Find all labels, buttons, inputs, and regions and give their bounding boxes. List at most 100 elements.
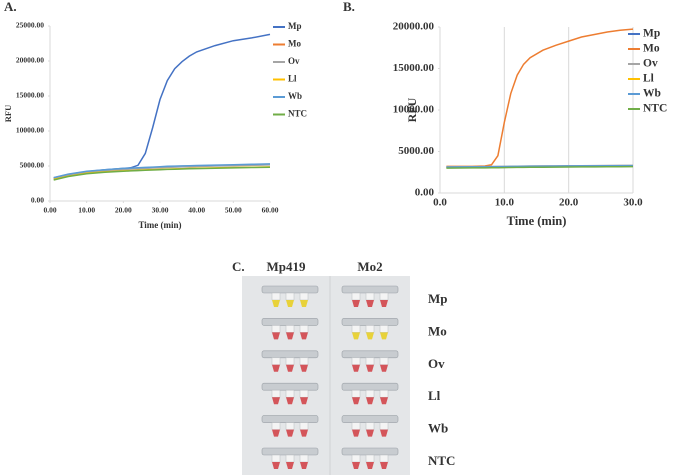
tube bbox=[351, 389, 361, 398]
tube-liquid bbox=[286, 364, 294, 372]
tube bbox=[271, 292, 281, 301]
tube-strip bbox=[341, 350, 399, 359]
row-label: Mp bbox=[428, 291, 448, 306]
tube bbox=[271, 357, 281, 366]
tube-strip bbox=[341, 382, 399, 391]
tube bbox=[299, 422, 309, 430]
x-tick-label: 20.0 bbox=[559, 197, 579, 209]
y-tick-label: 5000.00 bbox=[20, 161, 45, 170]
y-tick-label: 15000.00 bbox=[16, 91, 44, 100]
tube-strip bbox=[261, 415, 319, 423]
tube bbox=[285, 454, 295, 463]
tube-liquid bbox=[300, 429, 308, 437]
y-tick-label: 20000.00 bbox=[393, 21, 435, 33]
legend-label: Mo bbox=[643, 43, 660, 55]
tube bbox=[299, 325, 309, 333]
tube bbox=[299, 292, 309, 301]
x-tick-label: 60.00 bbox=[262, 206, 279, 215]
tube bbox=[365, 454, 375, 463]
tube bbox=[351, 325, 361, 333]
column-label: Mo2 bbox=[357, 259, 382, 274]
tube-liquid bbox=[380, 300, 388, 307]
tube bbox=[351, 357, 361, 366]
tube-liquid bbox=[272, 364, 280, 372]
y-tick-label: 10000.00 bbox=[16, 126, 44, 135]
row-label: Ll bbox=[428, 388, 441, 403]
legend-label: Mo bbox=[288, 39, 301, 49]
legend-label: Mp bbox=[643, 28, 660, 40]
y-tick-label: 10000.00 bbox=[393, 104, 435, 116]
tube-liquid bbox=[380, 397, 388, 405]
tube-liquid bbox=[380, 462, 388, 469]
y-axis-label: RFU bbox=[405, 97, 419, 122]
tube bbox=[365, 325, 375, 333]
tube-liquid bbox=[366, 364, 374, 372]
legend-label: Wb bbox=[288, 91, 302, 101]
tube bbox=[351, 422, 361, 430]
legend-label: Ov bbox=[288, 56, 300, 66]
x-tick-label: 20.00 bbox=[115, 206, 132, 215]
x-tick-label: 50.00 bbox=[225, 206, 242, 215]
tube-liquid bbox=[286, 397, 294, 405]
x-tick-label: 0.00 bbox=[43, 206, 56, 215]
tube bbox=[351, 292, 361, 301]
tube bbox=[285, 422, 295, 430]
x-axis-label: Time (min) bbox=[138, 220, 181, 230]
row-label: Wb bbox=[428, 421, 448, 436]
y-tick-label: 0.00 bbox=[31, 196, 44, 205]
tube-strip bbox=[261, 318, 319, 326]
tube bbox=[285, 357, 295, 366]
column-label: Mp419 bbox=[267, 259, 307, 274]
tube-strip bbox=[261, 285, 319, 294]
tube-strip bbox=[341, 285, 399, 294]
tube-liquid bbox=[366, 332, 374, 340]
tube bbox=[379, 325, 389, 333]
tube bbox=[271, 389, 281, 398]
series-line bbox=[446, 164, 634, 168]
x-tick-label: 0.0 bbox=[433, 197, 447, 209]
tube-liquid bbox=[380, 364, 388, 372]
tube-liquid bbox=[300, 397, 308, 405]
tube-liquid bbox=[286, 462, 294, 469]
legend-label: Ll bbox=[643, 73, 654, 85]
series-line bbox=[446, 165, 634, 169]
tube bbox=[379, 292, 389, 301]
tube-liquid bbox=[352, 397, 360, 405]
tube-liquid bbox=[366, 462, 374, 469]
tube-liquid bbox=[272, 397, 280, 405]
photo-background bbox=[242, 276, 410, 475]
tube bbox=[351, 454, 361, 463]
tube-liquid bbox=[286, 429, 294, 437]
tube-liquid bbox=[352, 332, 360, 340]
tube-strip bbox=[261, 447, 319, 456]
row-label: Mo bbox=[428, 323, 447, 338]
tube-liquid bbox=[272, 332, 280, 340]
tube-liquid bbox=[352, 429, 360, 437]
tube-liquid bbox=[300, 300, 308, 307]
y-tick-label: 20000.00 bbox=[16, 56, 44, 65]
tube-liquid bbox=[352, 364, 360, 372]
tube-liquid bbox=[286, 332, 294, 340]
tube bbox=[285, 292, 295, 301]
tube-strip bbox=[341, 415, 399, 423]
tube bbox=[299, 389, 309, 398]
tube bbox=[379, 454, 389, 463]
tube-liquid bbox=[380, 429, 388, 437]
tube bbox=[365, 357, 375, 366]
legend-label: NTC bbox=[643, 103, 667, 115]
tube-liquid bbox=[272, 300, 280, 307]
tube-liquid bbox=[272, 462, 280, 469]
panel-label: A. bbox=[4, 0, 17, 14]
tube-strip bbox=[261, 350, 319, 359]
tube-liquid bbox=[366, 429, 374, 437]
row-label: NTC bbox=[428, 453, 455, 468]
x-axis-label: Time (min) bbox=[507, 214, 567, 228]
tube bbox=[285, 389, 295, 398]
tube bbox=[379, 357, 389, 366]
panel-label: B. bbox=[343, 0, 355, 14]
legend-label: Ll bbox=[288, 74, 297, 84]
tube bbox=[299, 357, 309, 366]
tube-strip bbox=[341, 447, 399, 456]
x-tick-label: 40.00 bbox=[188, 206, 205, 215]
